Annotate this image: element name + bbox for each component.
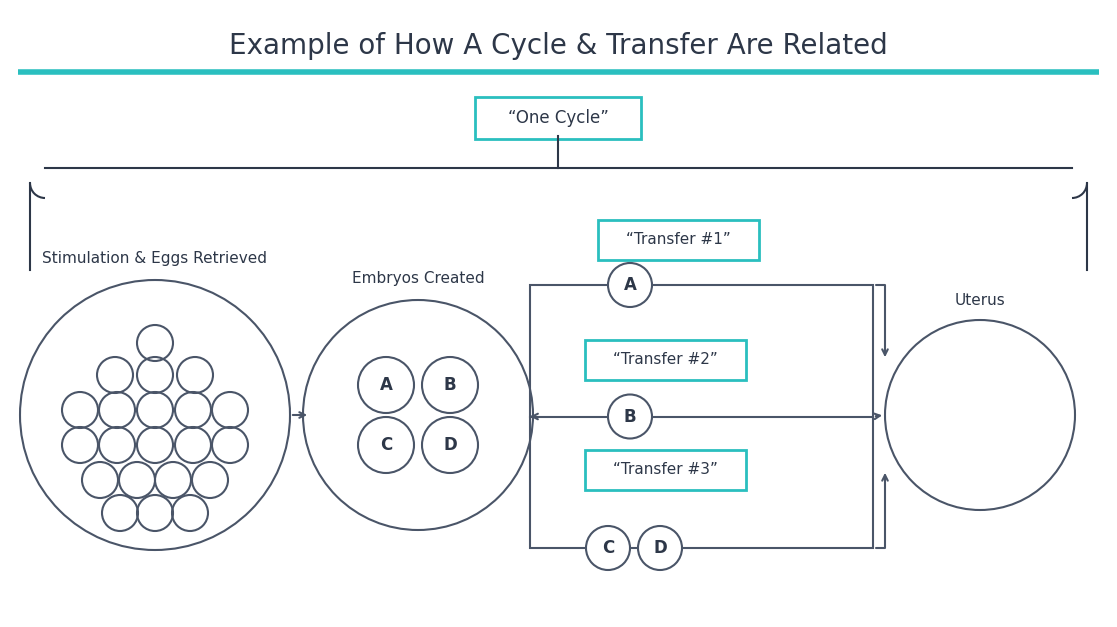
Text: C: C (602, 539, 614, 557)
Text: Uterus: Uterus (955, 293, 1005, 308)
FancyBboxPatch shape (598, 220, 758, 260)
FancyBboxPatch shape (584, 450, 745, 490)
Circle shape (586, 526, 630, 570)
Circle shape (608, 394, 652, 438)
Circle shape (359, 417, 414, 473)
Text: B: B (623, 408, 637, 426)
Text: B: B (443, 376, 457, 394)
Text: Stimulation & Eggs Retrieved: Stimulation & Eggs Retrieved (42, 251, 267, 266)
Circle shape (422, 357, 478, 413)
Text: D: D (653, 539, 667, 557)
Text: “Transfer #2”: “Transfer #2” (612, 352, 717, 367)
FancyBboxPatch shape (584, 340, 745, 380)
FancyBboxPatch shape (475, 97, 641, 139)
Text: A: A (623, 276, 637, 294)
Text: C: C (380, 436, 392, 454)
Text: Example of How A Cycle & Transfer Are Related: Example of How A Cycle & Transfer Are Re… (229, 32, 888, 60)
Circle shape (638, 526, 682, 570)
Text: “Transfer #3”: “Transfer #3” (612, 463, 717, 478)
Text: “One Cycle”: “One Cycle” (507, 109, 609, 127)
Text: D: D (443, 436, 457, 454)
Circle shape (422, 417, 478, 473)
Text: A: A (380, 376, 392, 394)
Text: “Transfer #1”: “Transfer #1” (626, 233, 731, 248)
Circle shape (608, 263, 652, 307)
Text: Embryos Created: Embryos Created (352, 271, 485, 286)
Bar (529, 285, 873, 548)
Circle shape (359, 357, 414, 413)
